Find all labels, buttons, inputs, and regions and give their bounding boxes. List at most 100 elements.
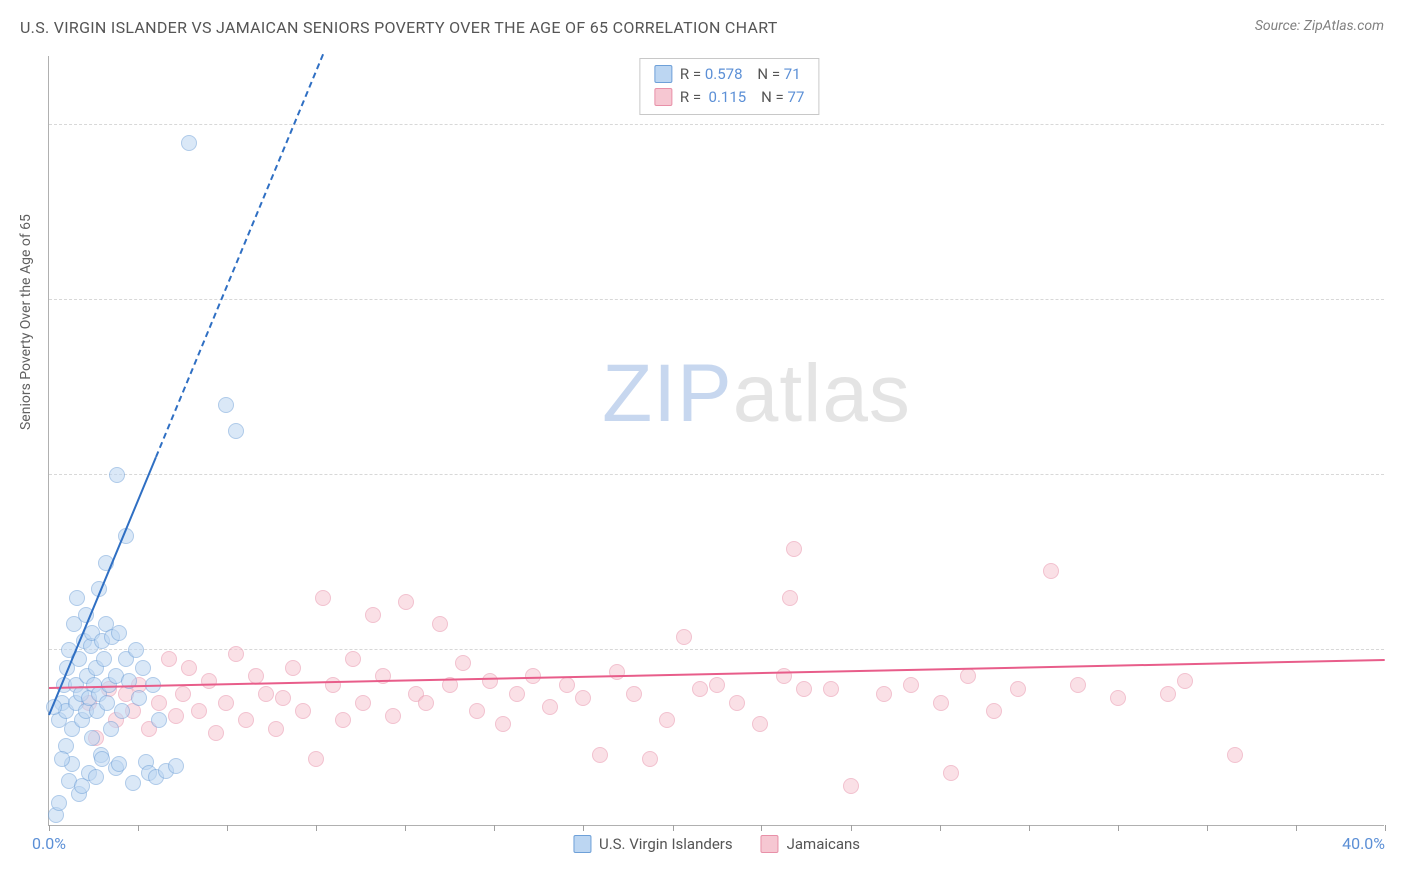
point-series-b [238,712,254,728]
point-series-b [843,778,859,794]
point-series-a [54,751,70,767]
r-label-a: R = [680,65,701,83]
point-series-b [626,686,642,702]
point-series-b [201,673,217,689]
x-tick [316,825,317,831]
point-series-a [103,721,119,737]
source-label: Source: ZipAtlas.com [1255,18,1384,34]
point-series-b [365,607,381,623]
x-tick-label: 40.0% [1342,834,1385,853]
x-tick [583,825,584,831]
point-series-b [709,677,725,693]
point-series-b [151,695,167,711]
point-series-b [903,677,919,693]
point-series-b [692,681,708,697]
x-tick [851,825,852,831]
point-series-b [796,681,812,697]
point-series-b [295,703,311,719]
point-series-b [228,646,244,662]
point-series-b [986,703,1002,719]
point-series-b [315,590,331,606]
point-series-b [782,590,798,606]
point-series-a [69,590,85,606]
n-value-a: 71 [784,65,801,83]
point-series-b [676,629,692,645]
point-series-b [355,695,371,711]
point-series-b [575,690,591,706]
chart-plot-area: ZIPatlas 20.0%40.0%60.0%80.0% 0.0%40.0% … [48,56,1384,826]
point-series-b [268,721,284,737]
point-series-b [823,681,839,697]
point-series-a [84,730,100,746]
r-value-a: 0.578 [705,65,743,83]
x-tick [138,825,139,831]
gridline [49,649,1384,650]
legend-label-a: U.S. Virgin Islanders [599,835,733,853]
chart-title: U.S. VIRGIN ISLANDER VS JAMAICAN SENIORS… [20,18,778,37]
point-series-a [51,795,67,811]
legend-item-b: Jamaicans [761,835,860,853]
point-series-b [308,751,324,767]
point-series-b [181,660,197,676]
point-series-b [943,765,959,781]
stats-text-b: R = 0.115 N = 77 [680,86,805,109]
point-series-b [609,664,625,680]
point-series-b [275,690,291,706]
watermark-zip: ZIP [602,348,733,439]
point-series-b [161,651,177,667]
point-series-a [181,135,197,151]
gridline [49,474,1384,475]
point-series-b [876,686,892,702]
point-series-b [752,716,768,732]
point-series-b [1043,563,1059,579]
x-tick [940,825,941,831]
legend-item-a: U.S. Virgin Islanders [573,835,733,853]
n-value-b: 77 [788,88,805,106]
r-value-b: 0.115 [709,88,747,106]
point-series-b [509,686,525,702]
point-series-a [131,690,147,706]
point-series-b [642,751,658,767]
n-label-a: N = [757,65,780,83]
point-series-a [88,769,104,785]
point-series-b [469,703,485,719]
point-series-b [1070,677,1086,693]
point-series-b [335,712,351,728]
x-tick [673,825,674,831]
point-series-a [109,467,125,483]
gridline [49,299,1384,300]
x-tick [227,825,228,831]
x-tick [1118,825,1119,831]
point-series-b [168,708,184,724]
r-label-b: R = [680,88,701,106]
point-series-a [128,642,144,658]
n-label-b: N = [761,88,784,106]
point-series-a [99,695,115,711]
x-tick [1207,825,1208,831]
point-series-b [1010,681,1026,697]
x-tick [405,825,406,831]
watermark-atlas: atlas [733,348,911,439]
point-series-b [729,695,745,711]
point-series-b [398,594,414,610]
y-axis-label: Seniors Poverty Over the Age of 65 [18,214,34,430]
x-tick [494,825,495,831]
watermark: ZIPatlas [602,347,911,441]
x-tick [761,825,762,831]
point-series-b [418,695,434,711]
point-series-b [933,695,949,711]
x-tick [1385,825,1386,831]
x-tick [49,825,50,831]
trendline-series-a-extrap [155,54,324,458]
stats-row-a: R = 0.578 N = 71 [654,63,805,86]
point-series-a [151,712,167,728]
point-series-a [111,625,127,641]
legend-swatch-a [573,835,591,853]
point-series-b [455,655,471,671]
point-series-b [960,668,976,684]
point-series-a [135,660,151,676]
legend-swatch-b [761,835,779,853]
point-series-b [1177,673,1193,689]
point-series-a [228,423,244,439]
point-series-b [482,673,498,689]
